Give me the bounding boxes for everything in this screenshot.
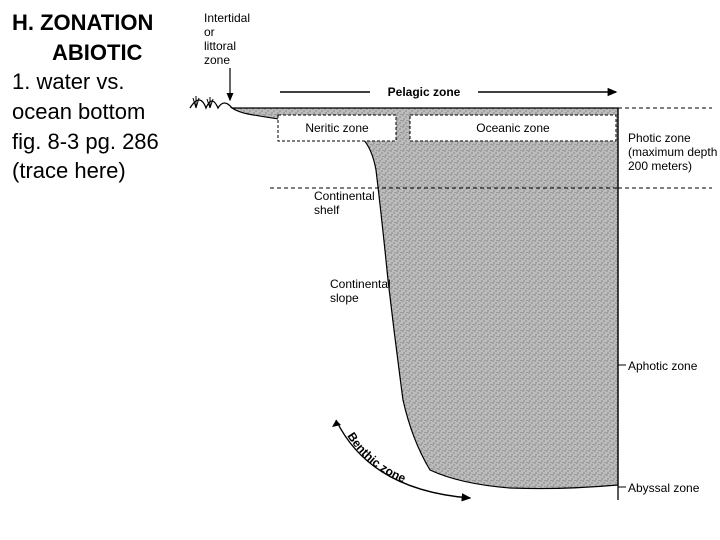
intertidal-l3: littoral [204, 39, 236, 53]
abyssal-label: Abyssal zone [628, 481, 700, 495]
text-overlay: H. ZONATION ABIOTIC 1. water vs. ocean b… [12, 8, 159, 186]
shelf-l2: shelf [314, 203, 340, 217]
subheading: ABIOTIC [12, 38, 159, 68]
ocean-fill [232, 108, 618, 489]
plant-icon-2 [207, 97, 213, 108]
line2: ocean bottom [12, 97, 159, 127]
slope-l2: slope [330, 291, 359, 305]
slope-l1: Continental [330, 277, 391, 291]
plant-icon [193, 96, 199, 108]
aphotic-label: Aphotic zone [628, 359, 698, 373]
intertidal-l1: Intertidal [204, 11, 250, 25]
oceanic-label: Oceanic zone [476, 121, 550, 135]
intertidal-l2: or [204, 25, 215, 39]
neritic-label: Neritic zone [305, 121, 369, 135]
line3: fig. 8-3 pg. 286 [12, 127, 159, 157]
benthic-label: Benthic zone [345, 430, 409, 486]
photic-l3: 200 meters) [628, 159, 692, 173]
line4: (trace here) [12, 156, 159, 186]
pelagic-label: Pelagic zone [388, 85, 461, 99]
line1: 1. water vs. [12, 67, 159, 97]
heading: H. ZONATION [12, 8, 159, 38]
photic-l2: (maximum depth [628, 145, 717, 159]
intertidal-l4: zone [204, 53, 230, 67]
shelf-l1: Continental [314, 189, 375, 203]
photic-l1: Photic zone [628, 131, 691, 145]
